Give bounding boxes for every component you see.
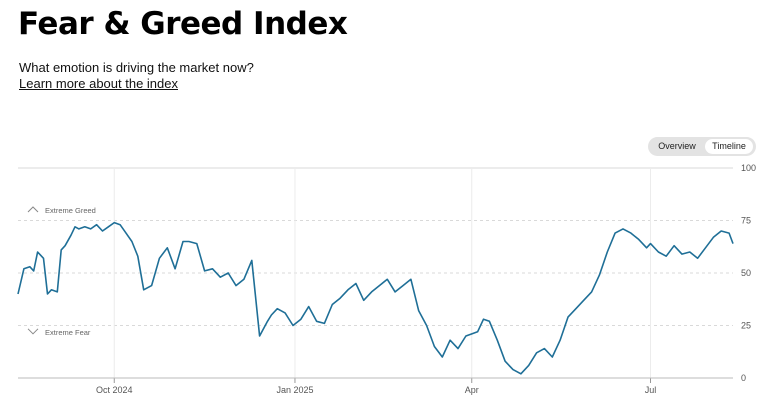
overview-tab[interactable]: Overview [658, 141, 696, 151]
y-tick-label: 25 [741, 321, 751, 331]
view-toggle: Overview Timeline [648, 137, 756, 156]
zone-label: Extreme Fear [45, 328, 91, 337]
page-subtitle: What emotion is driving the market now? [19, 60, 254, 75]
timeline-tab[interactable]: Timeline [705, 139, 753, 154]
series-line [17, 221, 734, 375]
x-tick-label: Jan 2025 [276, 385, 313, 395]
x-tick-label: Jul [645, 385, 657, 395]
y-tick-label: 0 [741, 373, 746, 383]
x-tick-label: Oct 2024 [96, 385, 133, 395]
x-tick-label: Apr [465, 385, 479, 395]
chevron-down-icon [27, 328, 39, 335]
y-tick-label: 50 [741, 268, 751, 278]
y-tick-label: 75 [741, 216, 751, 226]
chevron-up-icon [27, 206, 39, 213]
page-title: Fear & Greed Index [18, 6, 348, 42]
learn-more-link[interactable]: Learn more about the index [19, 76, 178, 91]
zone-label: Extreme Greed [45, 206, 96, 215]
y-tick-label: 100 [741, 163, 756, 173]
